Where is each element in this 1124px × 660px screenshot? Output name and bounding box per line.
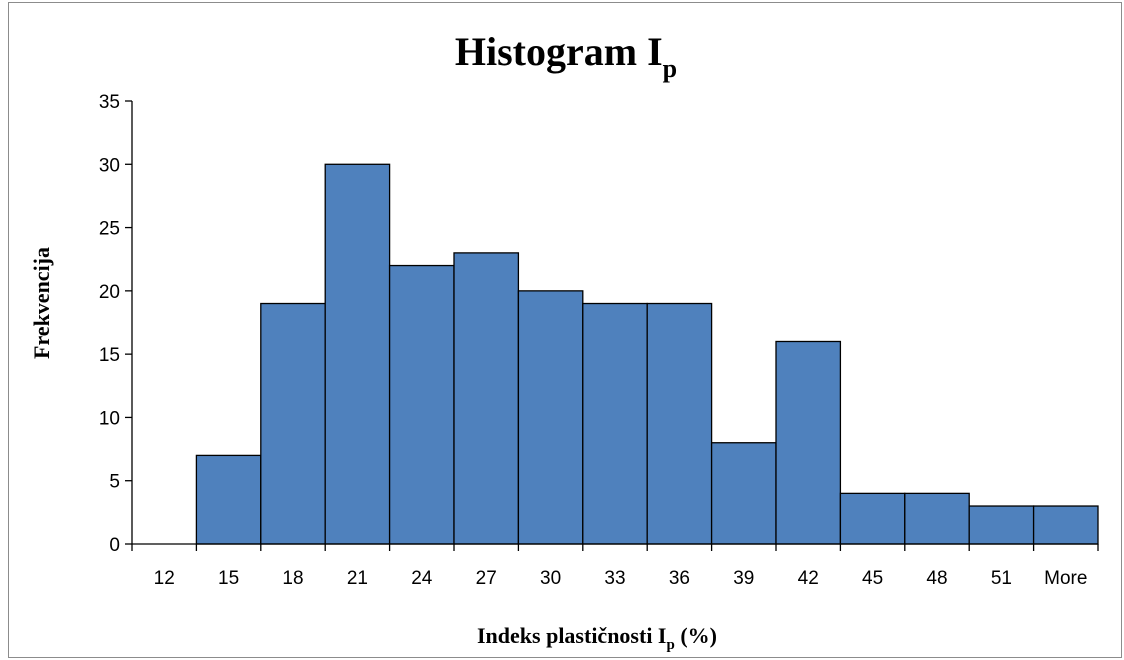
x-tick-label: More: [1044, 568, 1087, 589]
x-axis-title: Indeks plastičnosti Ip (%): [477, 623, 717, 653]
bar-42: [775, 340, 842, 545]
bar-18: [260, 302, 326, 545]
chart-area: Histogram Ip 0 5 10 15 20 25 30 35 12 15 18 21 24 27…: [8, 2, 1122, 658]
y-tick-label: 5: [109, 472, 120, 493]
x-tick-label: 27: [476, 568, 497, 589]
bar-36: [646, 302, 713, 545]
x-tick-label: 21: [347, 568, 368, 589]
x-tick-label: 33: [604, 568, 625, 589]
y-tick-label: 0: [109, 535, 120, 556]
y-axis: 0 5 10 15 20 25 30 35: [99, 92, 133, 556]
x-tick-label: 51: [991, 568, 1012, 589]
x-tick-label: 18: [282, 568, 303, 589]
x-tick-label: 39: [733, 568, 754, 589]
x-tick-label: 45: [862, 568, 883, 589]
y-tick-label: 35: [99, 92, 120, 113]
bar-45: [839, 492, 906, 545]
bar-more: [1032, 505, 1099, 545]
chart-title-text: Histogram I: [455, 29, 663, 74]
bar-24: [388, 264, 455, 545]
y-tick-label: 15: [99, 345, 120, 366]
bar-27: [453, 252, 520, 545]
x-tick-label: 12: [154, 568, 175, 589]
chart-title: Histogram Ip: [455, 29, 677, 83]
bar-30: [517, 290, 584, 545]
bar-51: [968, 505, 1035, 545]
bar-33: [582, 302, 648, 545]
x-tick-label: 42: [798, 568, 819, 589]
chart-title-subscript: p: [663, 54, 677, 83]
y-tick-label: 30: [99, 155, 120, 176]
bar-39: [710, 442, 777, 545]
bar-15: [195, 454, 262, 545]
x-axis-title-subscript: p: [667, 637, 675, 653]
y-tick-label: 20: [99, 282, 120, 303]
x-tick-label: 30: [540, 568, 561, 589]
bars-group: [195, 163, 1099, 545]
x-axis-title-suffix: (%): [675, 623, 717, 648]
y-axis-title: Frekvencija: [29, 247, 54, 359]
y-tick-label: 10: [99, 408, 120, 429]
y-tick-label: 25: [99, 219, 120, 240]
x-tick-label: 24: [411, 568, 433, 589]
bar-48: [904, 492, 970, 545]
x-axis-title-text: Indeks plastičnosti I: [477, 623, 667, 648]
x-axis: 12 15 18 21 24 27 30 33 36 39 42 45 48 51 More: [131, 543, 1099, 589]
x-tick-label: 36: [669, 568, 690, 589]
x-tick-label: 48: [926, 568, 947, 589]
x-tick-label: 15: [218, 568, 239, 589]
bar-21: [324, 163, 391, 545]
